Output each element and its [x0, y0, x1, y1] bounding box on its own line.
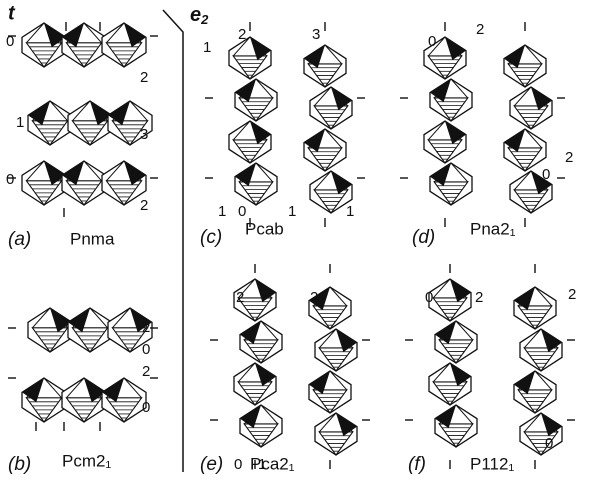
- header-t: t: [8, 2, 16, 24]
- space-group: P112₁: [470, 454, 514, 473]
- level-number: 1: [288, 203, 296, 220]
- level-number: 0: [542, 166, 550, 183]
- level-number: 2: [140, 69, 148, 86]
- level-number: 2: [236, 289, 244, 306]
- level-number: 0: [142, 399, 150, 416]
- space-group: Pnma: [70, 229, 115, 248]
- level-number: 0: [545, 435, 553, 452]
- level-number: 2: [475, 289, 483, 306]
- level-number: 0: [425, 289, 433, 306]
- level-number: 3: [312, 26, 320, 43]
- level-number: 0: [238, 203, 246, 220]
- level-number: 2: [142, 319, 150, 336]
- space-group: Pcm2₁: [62, 451, 111, 470]
- level-number: 1: [258, 456, 266, 473]
- panel-tag: (b): [8, 454, 31, 475]
- panel-tag: (d): [412, 227, 435, 248]
- level-number: 2: [140, 197, 148, 214]
- level-number: 2: [476, 21, 484, 38]
- header-main: e: [190, 4, 201, 26]
- level-number: 0: [234, 456, 242, 473]
- level-number: 0: [142, 341, 150, 358]
- space-group: Pna2₁: [470, 219, 516, 238]
- level-number: 1: [218, 203, 226, 220]
- panel-tag: (e): [200, 454, 223, 475]
- level-number: 2: [310, 289, 318, 306]
- level-number: 0: [428, 33, 436, 50]
- header-e: e2: [190, 4, 209, 27]
- space-group: Pcab: [245, 219, 284, 238]
- figure: t e2 (a)Pnma021302(b)Pcm2₁2020(c)Pcab123…: [0, 0, 599, 483]
- level-number: 1: [203, 39, 211, 56]
- divider: [163, 10, 183, 472]
- level-number: 1: [16, 114, 24, 131]
- level-number: 2: [565, 149, 573, 166]
- level-number: 1: [346, 203, 354, 220]
- level-number: 0: [6, 33, 14, 50]
- panel-tag: (a): [8, 229, 31, 250]
- level-number: 2: [568, 286, 576, 303]
- panel-tag: (c): [200, 227, 222, 248]
- space-group: Pca2₁: [250, 454, 295, 473]
- level-number: 0: [6, 171, 14, 188]
- level-number: 2: [142, 363, 150, 380]
- level-number: 2: [238, 26, 246, 43]
- level-number: 3: [140, 126, 148, 143]
- panel-tag: (f): [408, 454, 426, 475]
- header-sub: 2: [200, 12, 209, 27]
